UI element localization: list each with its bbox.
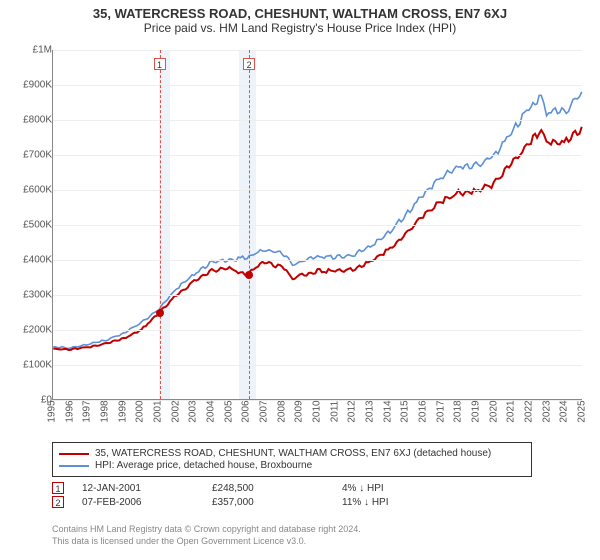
- footer-line-2: This data is licensed under the Open Gov…: [52, 536, 361, 548]
- x-tick-label: 2013: [365, 400, 376, 422]
- y-tick-label: £500K: [0, 220, 52, 231]
- x-tick-label: 1997: [82, 400, 93, 422]
- x-tick-label: 2018: [453, 400, 464, 422]
- x-tick-label: 2002: [170, 400, 181, 422]
- sale-record-row: 1 12-JAN-2001£248,5004% ↓ HPI: [52, 482, 472, 494]
- sale-record-delta: 11% ↓ HPI: [342, 497, 472, 508]
- sale-marker-line: [160, 50, 161, 399]
- x-tick-label: 2012: [347, 400, 358, 422]
- legend-label: HPI: Average price, detached house, Brox…: [95, 460, 312, 471]
- x-tick-label: 2001: [153, 400, 164, 422]
- x-tick-label: 2005: [223, 400, 234, 422]
- x-tick-label: 1996: [64, 400, 75, 422]
- legend-item: 35, WATERCRESS ROAD, CHESHUNT, WALTHAM C…: [59, 448, 525, 459]
- sale-dot: [245, 271, 253, 279]
- x-tick-label: 2007: [259, 400, 270, 422]
- x-tick-label: 2021: [506, 400, 517, 422]
- y-tick-label: £300K: [0, 290, 52, 301]
- sale-record-row: 2 07-FEB-2006£357,00011% ↓ HPI: [52, 496, 472, 508]
- attribution-footer: Contains HM Land Registry data © Crown c…: [52, 524, 361, 547]
- legend-label: 35, WATERCRESS ROAD, CHESHUNT, WALTHAM C…: [95, 448, 491, 459]
- sale-marker-line: [249, 50, 250, 399]
- x-tick-label: 2006: [241, 400, 252, 422]
- x-tick-label: 2015: [400, 400, 411, 422]
- sale-record-date: 12-JAN-2001: [82, 483, 212, 494]
- x-tick-label: 1995: [47, 400, 58, 422]
- footer-line-1: Contains HM Land Registry data © Crown c…: [52, 524, 361, 536]
- chart-title: 35, WATERCRESS ROAD, CHESHUNT, WALTHAM C…: [0, 0, 600, 21]
- legend-item: HPI: Average price, detached house, Brox…: [59, 460, 525, 471]
- x-tick-label: 2025: [577, 400, 588, 422]
- y-tick-label: £0: [0, 395, 52, 406]
- chart-subtitle: Price paid vs. HM Land Registry's House …: [0, 21, 600, 39]
- legend-swatch: [59, 453, 89, 455]
- sale-record-price: £357,000: [212, 497, 342, 508]
- x-tick-label: 2017: [435, 400, 446, 422]
- plot-area: 12: [52, 50, 582, 400]
- x-tick-label: 2022: [524, 400, 535, 422]
- y-tick-label: £900K: [0, 80, 52, 91]
- legend-swatch: [59, 465, 89, 467]
- x-tick-label: 2020: [488, 400, 499, 422]
- sale-marker-box: 2: [243, 58, 255, 70]
- sale-records: 1 12-JAN-2001£248,5004% ↓ HPI 2 07-FEB-2006…: [52, 480, 472, 510]
- x-tick-label: 2023: [541, 400, 552, 422]
- sale-record-price: £248,500: [212, 483, 342, 494]
- x-tick-label: 2019: [471, 400, 482, 422]
- series-line: [53, 127, 581, 350]
- legend: 35, WATERCRESS ROAD, CHESHUNT, WALTHAM C…: [52, 442, 532, 477]
- y-tick-label: £1M: [0, 45, 52, 56]
- y-tick-label: £400K: [0, 255, 52, 266]
- y-tick-label: £100K: [0, 360, 52, 371]
- series-line: [53, 92, 581, 349]
- x-tick-label: 2010: [312, 400, 323, 422]
- x-tick-label: 2003: [188, 400, 199, 422]
- y-tick-label: £600K: [0, 185, 52, 196]
- x-tick-label: 2004: [206, 400, 217, 422]
- x-tick-label: 2008: [276, 400, 287, 422]
- sale-record-date: 07-FEB-2006: [82, 497, 212, 508]
- sale-record-delta: 4% ↓ HPI: [342, 483, 472, 494]
- sale-record-index: 2: [52, 496, 64, 508]
- x-tick-label: 1999: [117, 400, 128, 422]
- x-tick-label: 2016: [418, 400, 429, 422]
- chart-container: 35, WATERCRESS ROAD, CHESHUNT, WALTHAM C…: [0, 0, 600, 560]
- y-tick-label: £200K: [0, 325, 52, 336]
- x-tick-label: 2011: [329, 401, 340, 423]
- x-tick-label: 2009: [294, 400, 305, 422]
- sale-marker-box: 1: [154, 58, 166, 70]
- y-tick-label: £700K: [0, 150, 52, 161]
- x-tick-label: 2024: [559, 400, 570, 422]
- sale-record-index: 1: [52, 482, 64, 494]
- sale-dot: [156, 309, 164, 317]
- x-tick-label: 2014: [382, 400, 393, 422]
- x-tick-label: 1998: [100, 400, 111, 422]
- y-tick-label: £800K: [0, 115, 52, 126]
- x-tick-label: 2000: [135, 400, 146, 422]
